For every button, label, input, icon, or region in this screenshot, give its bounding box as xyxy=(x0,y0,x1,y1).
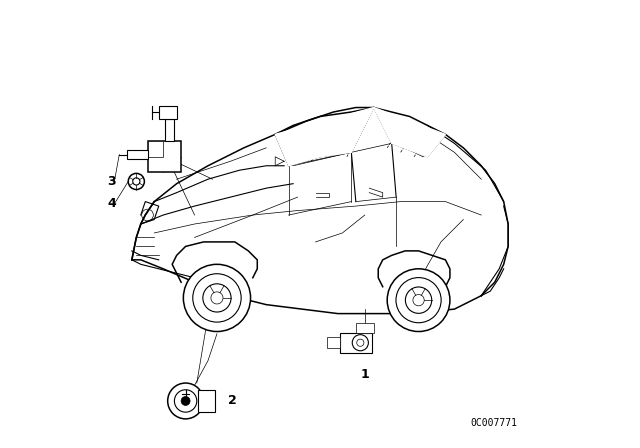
Polygon shape xyxy=(374,108,445,157)
FancyBboxPatch shape xyxy=(356,323,374,333)
FancyBboxPatch shape xyxy=(148,141,163,157)
Circle shape xyxy=(181,396,190,405)
Circle shape xyxy=(128,173,145,190)
Circle shape xyxy=(168,383,204,419)
FancyBboxPatch shape xyxy=(127,150,148,159)
FancyBboxPatch shape xyxy=(198,390,215,412)
FancyBboxPatch shape xyxy=(327,337,340,348)
Circle shape xyxy=(184,264,251,332)
Circle shape xyxy=(387,269,450,332)
Polygon shape xyxy=(275,108,374,166)
FancyBboxPatch shape xyxy=(340,333,371,353)
Text: 0C007771: 0C007771 xyxy=(470,418,517,428)
Text: 3: 3 xyxy=(108,175,116,188)
Text: 4: 4 xyxy=(108,197,116,211)
FancyBboxPatch shape xyxy=(159,106,177,119)
Text: 1: 1 xyxy=(360,367,369,381)
FancyBboxPatch shape xyxy=(148,141,181,172)
Polygon shape xyxy=(132,108,508,314)
Text: 2: 2 xyxy=(228,394,237,408)
Circle shape xyxy=(352,335,369,351)
FancyBboxPatch shape xyxy=(164,119,174,141)
